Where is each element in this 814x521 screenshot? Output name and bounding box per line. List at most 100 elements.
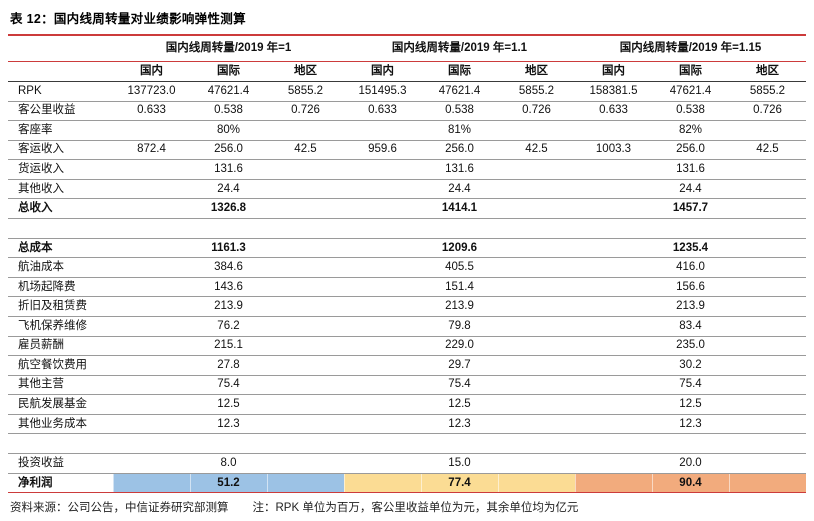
value-cell <box>729 239 806 258</box>
value-cell <box>113 454 190 473</box>
value-cell: 24.4 <box>217 182 240 195</box>
value-cell <box>344 395 421 414</box>
value-cell <box>575 278 652 297</box>
value-cell <box>267 317 344 336</box>
value-cell <box>344 337 421 356</box>
value-cell <box>267 180 344 199</box>
sub-header-cell: 国际 <box>448 65 471 77</box>
value-cell: 15.0 <box>448 457 471 470</box>
value-cell <box>421 434 498 453</box>
value-cell: 213.9 <box>676 300 705 313</box>
sub-header-cell: 国内 <box>371 65 394 77</box>
value-cell <box>498 180 575 199</box>
value-cell: 215.1 <box>214 339 243 352</box>
table-row: 航空餐饮费用 27.8 29.7 30.2 <box>8 356 806 376</box>
value-cell <box>729 434 806 453</box>
column-group-header-3: 国内线周转量/2019 年=1.15 <box>619 42 762 54</box>
value-cell <box>498 395 575 414</box>
value-cell <box>113 337 190 356</box>
value-cell: 75.4 <box>448 378 471 391</box>
value-cell <box>498 160 575 179</box>
corner-cell <box>8 62 113 81</box>
value-cell <box>267 121 344 140</box>
value-cell <box>344 160 421 179</box>
table-row: 其他主营 75.4 75.4 75.4 <box>8 376 806 396</box>
row-label: 客运收入 <box>18 143 64 156</box>
value-cell: 24.4 <box>448 182 471 195</box>
value-cell: 77.4 <box>421 473 498 493</box>
value-cell: 213.9 <box>445 300 474 313</box>
value-cell <box>113 395 190 414</box>
value-cell: 0.633 <box>599 104 628 117</box>
sub-header-cell: 地区 <box>525 65 548 77</box>
table-row: 其他业务成本 12.3 12.3 12.3 <box>8 415 806 435</box>
value-cell <box>113 297 190 316</box>
row-label: 民航发展基金 <box>18 397 87 410</box>
value-cell: 8.0 <box>220 457 237 470</box>
value-cell <box>575 454 652 473</box>
value-cell <box>267 395 344 414</box>
value-cell <box>113 121 190 140</box>
value-cell <box>729 297 806 316</box>
value-cell: 83.4 <box>679 319 702 332</box>
value-cell <box>729 258 806 277</box>
row-label: 其他主营 <box>18 378 64 391</box>
table-row: 其他收入 24.4 24.4 24.4 <box>8 180 806 200</box>
value-cell <box>498 337 575 356</box>
value-cell <box>575 395 652 414</box>
value-cell <box>113 180 190 199</box>
value-cell: 1235.4 <box>672 241 709 254</box>
value-cell <box>729 415 806 434</box>
value-cell <box>729 180 806 199</box>
row-label: 客公里收益 <box>18 104 76 117</box>
value-cell <box>498 297 575 316</box>
value-cell: 29.7 <box>448 358 471 371</box>
row-label: 总收入 <box>18 202 53 215</box>
row-label: 净利润 <box>18 476 53 489</box>
value-cell <box>267 415 344 434</box>
value-cell: 256.0 <box>445 143 474 156</box>
value-cell <box>344 278 421 297</box>
table-row: 总成本 1161.3 1209.6 1235.4 <box>8 239 806 259</box>
value-cell <box>575 376 652 395</box>
row-label: 航空餐饮费用 <box>18 358 87 371</box>
row-label: 雇员薪酬 <box>18 339 64 352</box>
value-cell: 0.633 <box>137 104 166 117</box>
corner-cell <box>8 36 113 61</box>
value-cell: 5855.2 <box>287 84 324 97</box>
value-cell <box>113 239 190 258</box>
value-cell: 81% <box>447 123 472 136</box>
value-cell: 51.2 <box>190 473 267 493</box>
value-cell <box>729 473 806 493</box>
value-cell <box>113 278 190 297</box>
value-cell <box>267 376 344 395</box>
sub-header-cell: 地区 <box>756 65 779 77</box>
value-cell: 137723.0 <box>127 84 176 97</box>
value-cell: 5855.2 <box>518 84 555 97</box>
value-cell: 0.538 <box>214 104 243 117</box>
value-cell <box>267 278 344 297</box>
value-cell: 24.4 <box>679 182 702 195</box>
row-label: 客座率 <box>18 123 53 136</box>
value-cell: 30.2 <box>679 358 702 371</box>
value-cell <box>113 160 190 179</box>
value-cell <box>575 415 652 434</box>
value-cell <box>267 473 344 493</box>
column-group-header-2: 国内线周转量/2019 年=1.1 <box>391 42 528 54</box>
value-cell: 0.726 <box>522 104 551 117</box>
value-cell <box>344 317 421 336</box>
value-cell: 12.3 <box>679 417 702 430</box>
row-label: 机场起降费 <box>18 280 76 293</box>
value-cell: 5855.2 <box>749 84 786 97</box>
value-cell: 1209.6 <box>441 241 478 254</box>
value-cell: 12.3 <box>217 417 240 430</box>
value-cell: 151.4 <box>445 280 474 293</box>
value-cell <box>729 219 806 238</box>
value-cell <box>652 219 729 238</box>
sub-header-row: 国内 国际 地区 国内 国际 地区 国内 国际 地区 <box>8 62 806 82</box>
value-cell: 42.5 <box>294 143 317 156</box>
spacer-row <box>8 434 806 455</box>
value-cell: 12.5 <box>217 397 240 410</box>
value-cell <box>344 258 421 277</box>
value-cell <box>498 434 575 453</box>
